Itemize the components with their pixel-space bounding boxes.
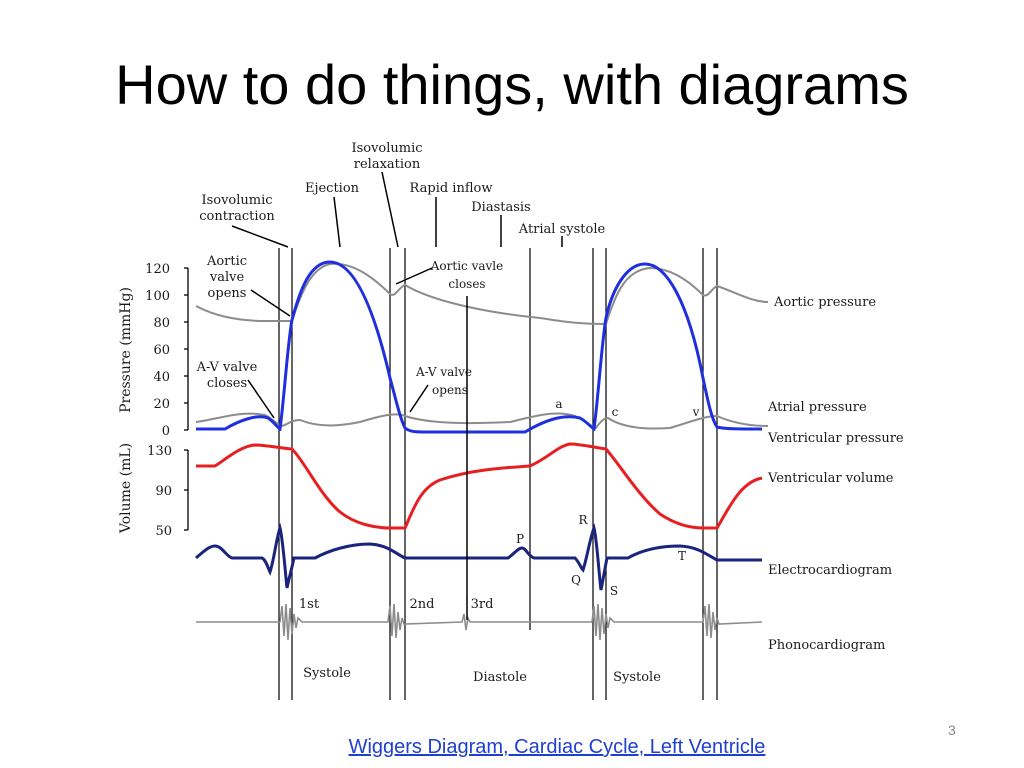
pressure-tick-label: 40 [153,370,170,385]
diastole-label: Diastole [473,670,527,685]
aortic-valve-opens-label: Aortic [206,254,247,269]
page-number: 3 [948,722,956,738]
isovolumic-relaxation-label: Isovolumic [351,141,422,156]
wave-s-label: S [610,584,618,598]
ejection-label: Ejection [305,181,360,196]
pressure-tick-label: 0 [162,424,170,439]
wave-v-label: v [692,405,700,419]
ventricular-pressure-label: Ventricular pressure [767,431,904,446]
av-valve-opens-label: A-V valve [415,365,472,379]
aortic-valve-opens-label: opens [208,286,247,301]
isovolumic-contraction-label: contraction [199,209,275,224]
atrial-pressure-label: Atrial pressure [767,400,867,415]
aortic-pressure-trace [195,262,769,326]
phase-pointers [231,171,563,620]
pressure-axis-label: Pressure (mmHg) [118,287,134,413]
source-link[interactable]: Wiggers Diagram, Cardiac Cycle, Left Ven… [348,736,766,758]
volume-axis-label: Volume (mL) [118,443,134,534]
ventricular-pressure-trace [196,260,763,434]
phase-divider-lines [278,248,718,700]
isovolumic-contraction-label: Isovolumic [201,193,272,208]
av-valve-closes-label: A-V valve [196,360,258,375]
pressure-tick-label: 60 [153,343,170,358]
electrocardiogram-trace [195,522,762,591]
electrocardiogram-label: Electrocardiogram [768,563,892,578]
systole-label: Systole [613,670,661,685]
phonocardiogram-trace [196,603,763,641]
wave-p-label: P [516,532,524,546]
wave-a-label: a [555,397,562,411]
atrial-systole-label: Atrial systole [518,222,606,237]
second-heart-sound-label: 2nd [410,597,435,612]
rapid-inflow-label: Rapid inflow [410,181,493,196]
third-heart-sound-label: 3rd [471,597,494,612]
pressure-tick-label: 100 [145,289,170,304]
diastasis-label: Diastasis [471,200,530,215]
isovolumic-relaxation-label: relaxation [354,157,421,172]
pressure-axis [184,267,189,431]
ventricular-volume-label: Ventricular volume [767,471,894,486]
wave-q-label: Q [571,573,581,587]
wave-r-label: R [578,513,588,527]
wave-c-label: c [612,405,619,419]
pressure-tick-label: 120 [145,262,170,277]
slide-title: How to do things, with diagrams [115,53,909,116]
volume-tick-label: 50 [155,524,172,539]
aortic-valve-closes-label: Aortic vavle [430,259,503,273]
pressure-tick-label: 20 [153,397,170,412]
volume-axis [184,449,189,531]
wave-t-label: T [678,549,686,563]
av-valve-closes-label: closes [207,376,247,391]
systole-label: Systole [303,666,351,681]
first-heart-sound-label: 1st [299,597,320,612]
aortic-valve-closes-label: closes [448,277,485,291]
volume-tick-label: 90 [155,484,172,499]
pressure-tick-label: 80 [153,316,170,331]
aortic-valve-opens-label: valve [209,270,245,285]
av-valve-opens-label: opens [432,383,468,397]
aortic-pressure-label: Aortic pressure [773,295,876,310]
atrial-pressure-trace [195,412,769,430]
ventricular-volume-trace [196,442,763,530]
phonocardiogram-label: Phonocardiogram [768,638,885,653]
volume-tick-label: 130 [147,444,172,459]
